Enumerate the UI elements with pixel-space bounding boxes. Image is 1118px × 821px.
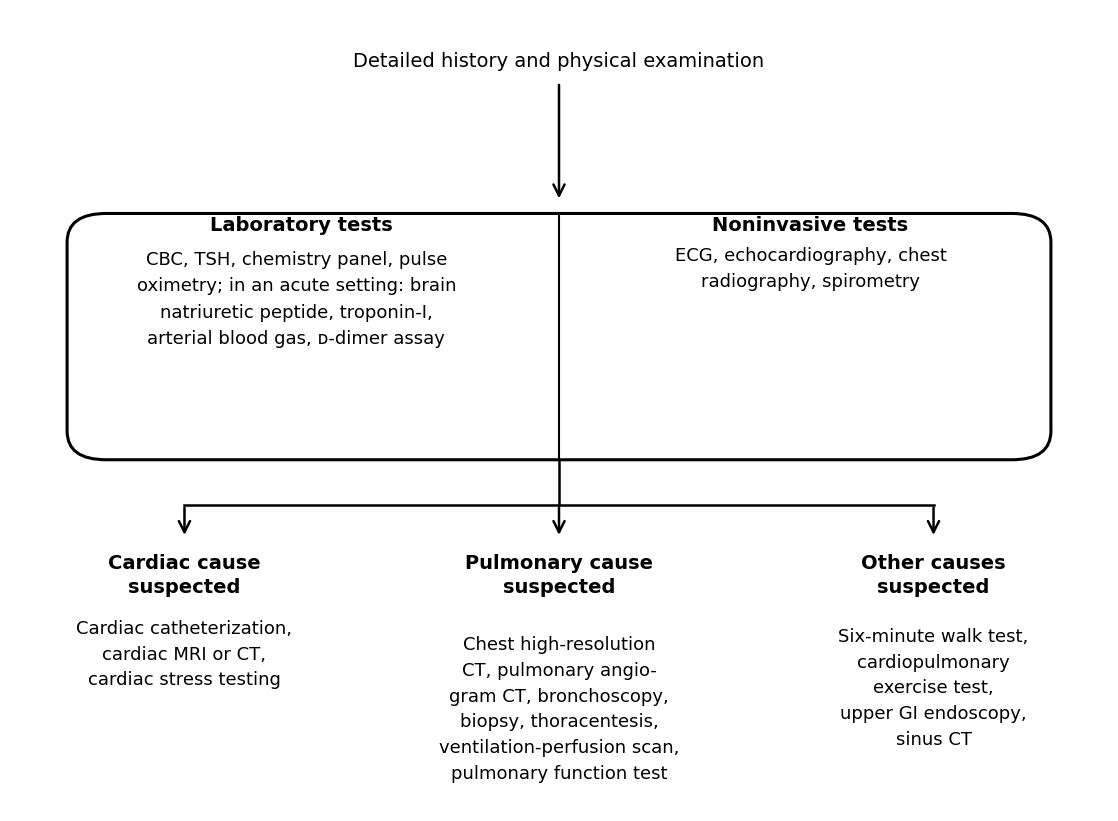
Text: Chest high-resolution
CT, pulmonary angio-
gram CT, bronchoscopy,
biopsy, thorac: Chest high-resolution CT, pulmonary angi…	[438, 636, 680, 782]
Text: ECG, echocardiography, chest
radiography, spirometry: ECG, echocardiography, chest radiography…	[674, 247, 947, 291]
Text: Laboratory tests: Laboratory tests	[210, 216, 394, 236]
Text: CBC, TSH, chemistry panel, pulse
oximetry; in an acute setting: brain
natriureti: CBC, TSH, chemistry panel, pulse oximetr…	[136, 251, 456, 348]
Text: Detailed history and physical examination: Detailed history and physical examinatio…	[353, 52, 765, 71]
Text: Cardiac catheterization,
cardiac MRI or CT,
cardiac stress testing: Cardiac catheterization, cardiac MRI or …	[76, 620, 293, 690]
Text: Other causes
suspected: Other causes suspected	[861, 554, 1006, 598]
Text: Six-minute walk test,
cardiopulmonary
exercise test,
upper GI endoscopy,
sinus C: Six-minute walk test, cardiopulmonary ex…	[838, 628, 1029, 749]
Text: Cardiac cause
suspected: Cardiac cause suspected	[108, 554, 260, 598]
FancyBboxPatch shape	[67, 213, 1051, 460]
Text: Pulmonary cause
suspected: Pulmonary cause suspected	[465, 554, 653, 598]
Text: Noninvasive tests: Noninvasive tests	[712, 216, 909, 236]
